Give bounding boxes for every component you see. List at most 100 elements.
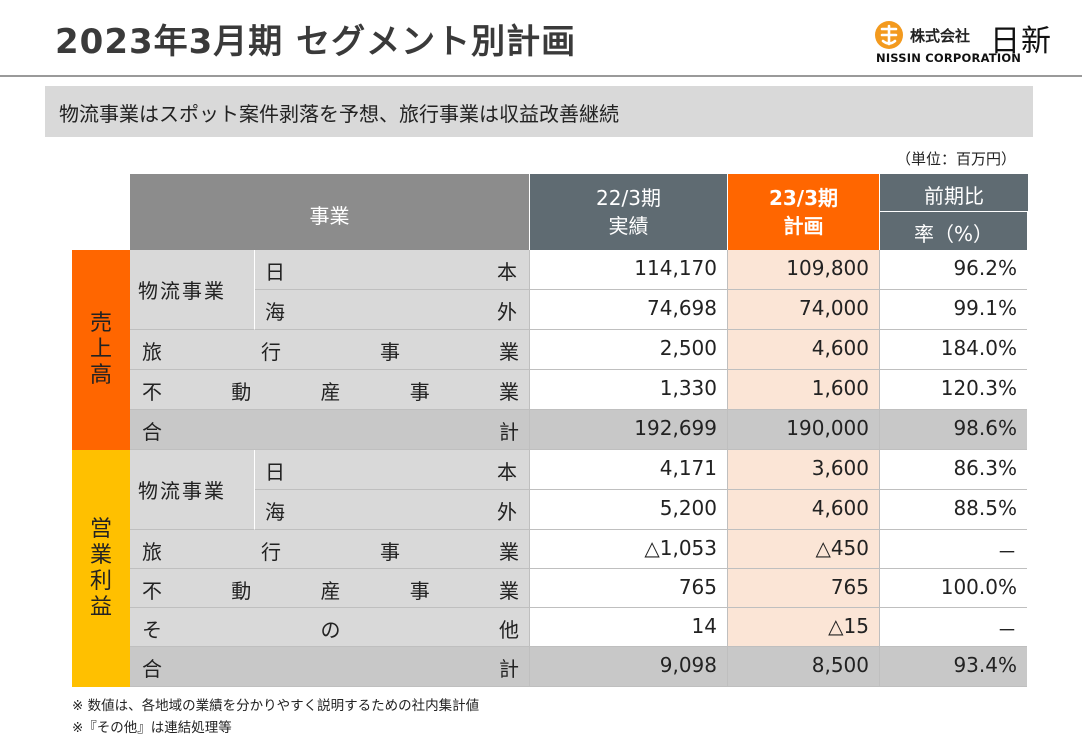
profit-row-label-char: 事: [409, 579, 430, 603]
logo-company-name: 日新: [990, 24, 1052, 59]
profit-row-label: 合計: [130, 647, 530, 687]
sales-row-label-char: 合: [142, 420, 162, 444]
profit-row-label-char: 事: [380, 540, 400, 564]
profit-plan-value: 765: [728, 569, 880, 608]
profit-prev-value: 4,171: [530, 450, 728, 490]
sales-row-label-char: 業: [499, 340, 519, 364]
profit-row-label-char: 他: [499, 618, 519, 642]
profit-logistics-label: 物流事業: [130, 450, 255, 530]
profit-plan-value: △450: [728, 530, 880, 569]
sales-rate-value: 96.2%: [880, 250, 1027, 290]
sales-row-label-char: 業: [499, 380, 519, 404]
profit-row-label: 日本: [255, 450, 530, 490]
profit-prev-value: △1,053: [530, 530, 728, 569]
sales-row-label-char: 計: [499, 420, 519, 444]
profit-rate-value: 93.4%: [880, 647, 1027, 687]
profit-row-label-char: そ: [142, 618, 162, 642]
sales-row-label: 不動産事業: [130, 370, 530, 410]
header-rate-label: 率（%）: [913, 222, 993, 246]
profit-category-label: 営業利益: [72, 450, 130, 687]
sales-category-label: 売上高: [72, 250, 130, 450]
sales-row-label-char: 外: [497, 300, 517, 324]
sales-row-label-char: 産: [320, 380, 341, 404]
header-segment-label: 事業: [309, 204, 350, 228]
header-plan: 23/3期計画: [728, 174, 880, 250]
header-plan-label: 計画: [783, 214, 824, 238]
profit-row-label: その他: [130, 608, 530, 647]
profit-row-label-char: 海: [265, 500, 285, 524]
sales-category-char: 高: [89, 363, 112, 388]
profit-plan-value: △15: [728, 608, 880, 647]
sales-row-label-char: 不: [142, 380, 162, 404]
logo-english-name: NISSIN CORPORATION: [876, 51, 1022, 65]
header-prev-label: 実績: [608, 214, 649, 238]
profit-plan-value: 4,600: [728, 490, 880, 530]
profit-row-label-char: 業: [499, 579, 519, 603]
sales-plan-value: 109,800: [728, 250, 880, 290]
sales-row-label: 旅行事業: [130, 330, 530, 370]
profit-prev-value: 14: [530, 608, 728, 647]
profit-row-label-char: の: [320, 618, 341, 642]
footnote-2: ※『その他』は連結処理等: [72, 720, 232, 736]
profit-row-label-char: 合: [142, 657, 162, 681]
sales-row-label: 海外: [255, 290, 530, 330]
logo-company-prefix: 株式会社: [910, 27, 971, 45]
profit-category-char: 利: [89, 568, 112, 594]
sales-rate-value: 98.6%: [880, 410, 1027, 450]
profit-row-label-char: 動: [231, 579, 252, 603]
profit-row-label-char: 日: [265, 460, 285, 484]
profit-category-char: 営: [89, 516, 112, 542]
sales-row-label: 日本: [255, 250, 530, 290]
sales-row-label-char: 本: [497, 260, 517, 284]
profit-row-label-char: 行: [261, 540, 281, 564]
header-prev-actual: 22/3期実績: [530, 174, 728, 250]
sales-logistics-label: 物流事業: [130, 250, 255, 330]
sales-row-label-char: 旅: [142, 340, 162, 364]
profit-logistics-text: 物流事業: [138, 479, 226, 503]
sales-row-label-char: 事: [380, 340, 400, 364]
header-compare-label: 前期比: [924, 184, 984, 208]
title-divider: [0, 75, 1082, 77]
header-segment: 事業: [130, 174, 530, 250]
sales-plan-value: 4,600: [728, 330, 880, 370]
profit-prev-value: 5,200: [530, 490, 728, 530]
sales-prev-value: 2,500: [530, 330, 728, 370]
subtitle-banner: 物流事業はスポット案件剥落を予想、旅行事業は収益改善継続: [45, 86, 1033, 137]
profit-row-label: 海外: [255, 490, 530, 530]
nissin-logo-icon: [875, 21, 903, 49]
sales-rate-value: 99.1%: [880, 290, 1027, 330]
sales-category-char: 上: [89, 337, 112, 362]
profit-category-char: 業: [89, 542, 112, 568]
profit-plan-value: 8,500: [728, 647, 880, 687]
profit-rate-value: 100.0%: [880, 569, 1027, 608]
profit-rate-value: －: [880, 608, 1027, 647]
sales-plan-value: 1,600: [728, 370, 880, 410]
profit-row-label-char: 外: [497, 500, 517, 524]
subtitle-text: 物流事業はスポット案件剥落を予想、旅行事業は収益改善継続: [59, 102, 619, 126]
sales-row-label-char: 事: [409, 380, 430, 404]
sales-prev-value: 1,330: [530, 370, 728, 410]
profit-rate-value: －: [880, 530, 1027, 569]
profit-row-label-char: 業: [499, 540, 519, 564]
header-rate: 率（%）: [880, 212, 1027, 250]
header-plan-period: 23/3期: [768, 186, 839, 210]
company-logo: 株式会社 日新 NISSIN CORPORATION: [872, 14, 1067, 66]
header-prev-period: 22/3期: [596, 186, 661, 210]
header-compare: 前期比: [880, 174, 1028, 212]
sales-logistics-text: 物流事業: [138, 279, 226, 303]
sales-category-char: 売: [89, 311, 112, 336]
sales-row-label-char: 行: [261, 340, 281, 364]
profit-row-label-char: 不: [142, 579, 162, 603]
sales-rate-value: 184.0%: [880, 330, 1027, 370]
sales-prev-value: 192,699: [530, 410, 728, 450]
sales-row-label-char: 日: [265, 260, 285, 284]
page-title: 2023年3月期 セグメント別計画: [55, 22, 577, 62]
sales-row-label: 合計: [130, 410, 530, 450]
sales-row-label-char: 海: [265, 300, 285, 324]
profit-row-label: 不動産事業: [130, 569, 530, 608]
unit-label: （単位：百万円）: [895, 150, 1016, 168]
footnote-1: ※ 数値は、各地域の業績を分かりやすく説明するための社内集計値: [72, 698, 480, 714]
sales-plan-value: 190,000: [728, 410, 880, 450]
profit-row-label: 旅行事業: [130, 530, 530, 569]
sales-rate-value: 120.3%: [880, 370, 1027, 410]
